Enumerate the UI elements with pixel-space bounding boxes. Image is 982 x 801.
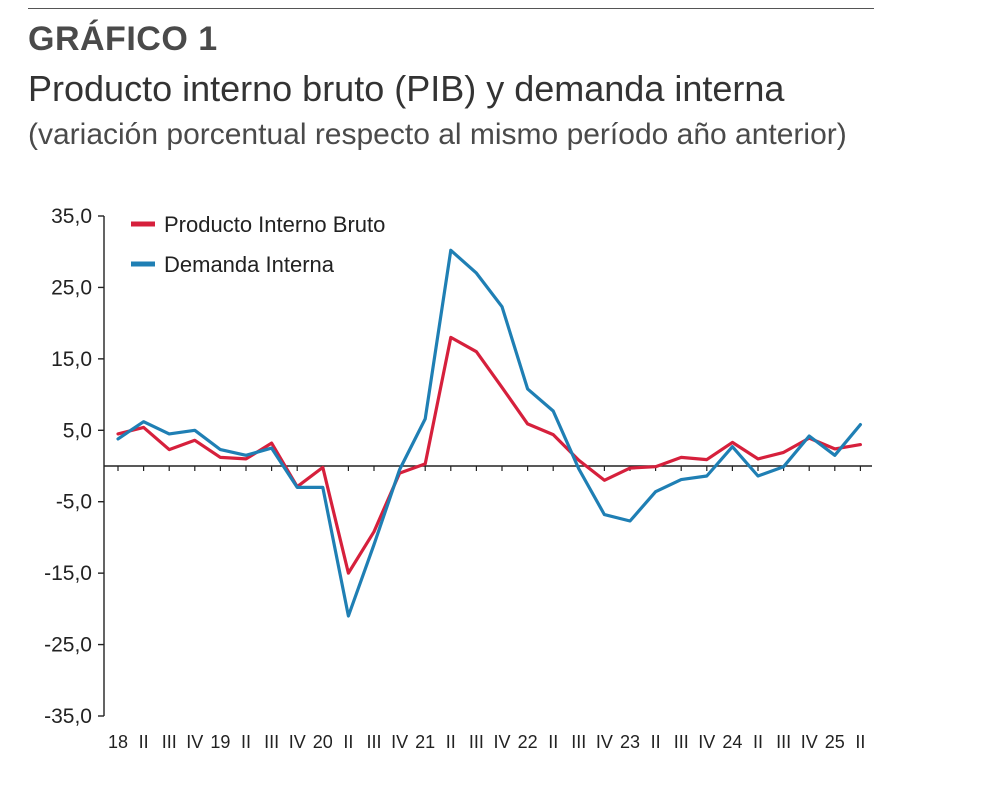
y-tick-label: -15,0 [44, 562, 92, 585]
x-tick-label: 18 [108, 732, 128, 752]
x-tick-label: III [776, 732, 791, 752]
x-tick-label: 24 [722, 732, 742, 752]
x-tick-label: 19 [210, 732, 230, 752]
legend-label: Producto Interno Bruto [164, 212, 385, 237]
x-tick-label: IV [801, 732, 818, 752]
x-tick-label: IV [391, 732, 408, 752]
x-tick-label: II [241, 732, 251, 752]
x-tick-label: III [571, 732, 586, 752]
y-tick-label: 5,0 [63, 419, 92, 442]
x-tick-label: III [264, 732, 279, 752]
x-tick-label: 25 [825, 732, 845, 752]
y-tick-label: -5,0 [56, 491, 92, 514]
series-layer [116, 248, 863, 618]
legend-layer: Producto Interno Bruto Demanda Interna [131, 212, 385, 277]
x-tick-label: II [446, 732, 456, 752]
x-tick-label: IV [186, 732, 203, 752]
x-tick-label: II [753, 732, 763, 752]
x-tick-label: III [366, 732, 381, 752]
top-rule [28, 8, 874, 9]
x-tick-label: IV [596, 732, 613, 752]
chart-title: Producto interno bruto (PIB) y demanda i… [28, 68, 785, 109]
x-tick-label: IV [698, 732, 715, 752]
y-tick-label: 15,0 [51, 348, 92, 371]
axes-layer: 35,025,015,05,0-5,0-15,0-25,0-35,018 II II… [44, 205, 872, 752]
series-line-pib [116, 335, 863, 575]
x-tick-label: 21 [415, 732, 435, 752]
legend-label: Demanda Interna [164, 252, 335, 277]
x-tick-label: II [343, 732, 353, 752]
y-tick-label: 25,0 [51, 276, 92, 299]
x-tick-label: 22 [518, 732, 538, 752]
x-tick-label: 20 [313, 732, 333, 752]
x-tick-label: III [469, 732, 484, 752]
x-tick-label: III [674, 732, 689, 752]
series-line-demanda-interna [116, 248, 863, 618]
x-tick-label: II [651, 732, 661, 752]
y-tick-label: 35,0 [51, 205, 92, 228]
chart-number: GRÁFICO 1 [28, 20, 218, 58]
x-tick-label: II [548, 732, 558, 752]
chart-subtitle: (variación porcentual respecto al mismo … [28, 118, 847, 151]
x-tick-label: 23 [620, 732, 640, 752]
x-tick-label: III [162, 732, 177, 752]
y-tick-label: -25,0 [44, 634, 92, 657]
x-tick-label: IV [289, 732, 306, 752]
y-tick-label: -35,0 [44, 705, 92, 728]
x-tick-label: II [139, 732, 149, 752]
x-tick-label: IV [493, 732, 510, 752]
x-tick-label: II [855, 732, 865, 752]
